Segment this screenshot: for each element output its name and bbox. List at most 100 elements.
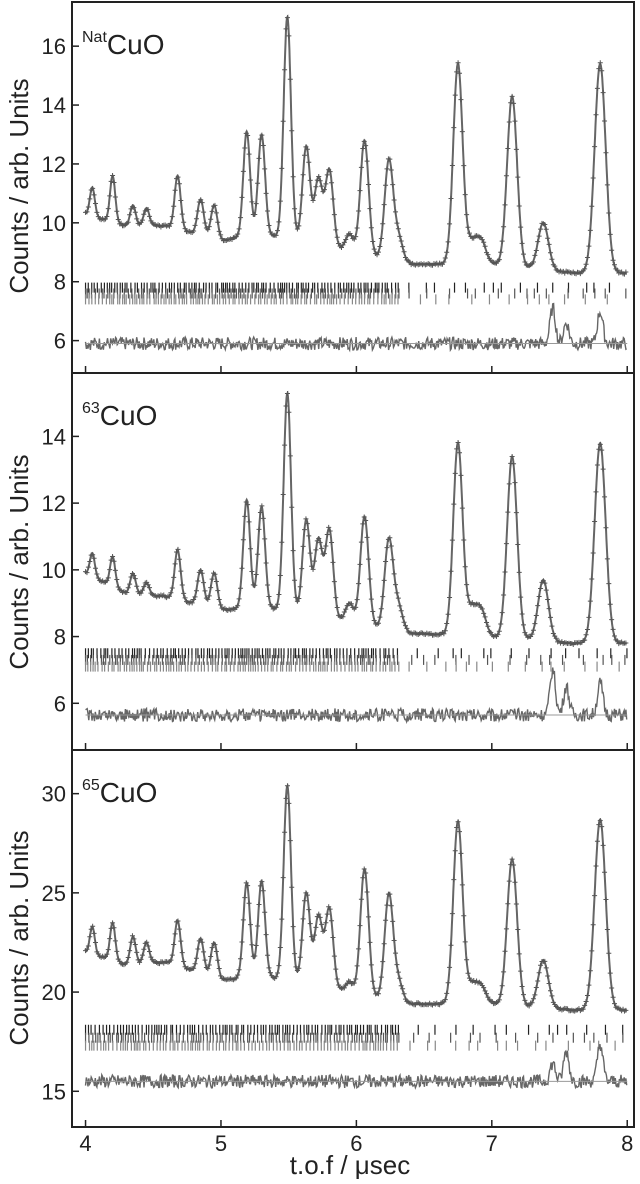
observed-point <box>548 988 554 994</box>
observed-point <box>238 585 244 591</box>
observed-point <box>182 595 188 601</box>
observed-point <box>306 533 312 539</box>
observed-point <box>526 1003 532 1009</box>
observed-point <box>256 155 262 161</box>
observed-point <box>92 565 98 571</box>
observed-point <box>236 226 242 232</box>
panel-title-63: 63CuO <box>82 400 157 431</box>
observed-point <box>445 980 451 986</box>
difference-curve-65 <box>84 1043 628 1090</box>
observed-point <box>380 221 386 227</box>
y-tick-label-65-20: 20 <box>42 980 66 1005</box>
observed-point <box>172 187 178 193</box>
observed-point <box>397 233 403 239</box>
observed-point <box>519 984 525 990</box>
observed-point <box>536 970 542 976</box>
observed-point <box>192 222 198 228</box>
observed-point <box>397 603 403 609</box>
observed-point <box>542 222 548 228</box>
observed-point <box>263 560 269 566</box>
x-tick-label-7: 7 <box>486 1131 498 1156</box>
observed-point <box>286 33 292 39</box>
observed-point <box>310 197 316 203</box>
observed-point <box>452 92 458 98</box>
observed-point <box>361 866 367 872</box>
observed-point <box>546 241 552 247</box>
observed-point <box>343 236 349 242</box>
observed-point <box>330 196 336 202</box>
observed-point <box>587 598 593 604</box>
observed-point <box>131 205 137 211</box>
observed-point <box>259 879 265 885</box>
observed-point <box>287 838 293 844</box>
observed-point <box>201 580 207 586</box>
observed-point <box>535 239 541 245</box>
observed-point <box>329 540 335 546</box>
observed-point <box>107 936 113 942</box>
observed-point <box>84 209 90 215</box>
observed-point <box>380 594 386 600</box>
observed-point <box>368 962 374 968</box>
panel-title-formula-65: CuO <box>100 777 158 808</box>
observed-point <box>481 239 487 245</box>
panel-title-formula-nat: CuO <box>107 29 165 60</box>
observed-point <box>215 588 221 594</box>
observed-point <box>262 909 268 915</box>
observed-point <box>249 199 255 205</box>
observed-point <box>319 183 325 189</box>
observed-point <box>610 257 616 263</box>
observed-point <box>213 210 219 216</box>
observed-point <box>518 594 524 600</box>
observed-point <box>584 992 590 998</box>
observed-point <box>175 546 181 552</box>
observed-point <box>366 182 372 188</box>
observed-point <box>441 631 447 637</box>
observed-point <box>512 118 518 124</box>
observed-point <box>260 142 266 148</box>
observed-point <box>442 997 448 1003</box>
observed-point <box>374 252 380 258</box>
observed-point <box>307 921 313 927</box>
observed-point <box>343 606 349 612</box>
observed-point <box>548 250 554 256</box>
observed-point <box>242 513 248 519</box>
observed-point <box>344 981 350 987</box>
observed-point <box>141 584 147 590</box>
observed-point <box>607 231 613 237</box>
observed-point <box>202 220 208 226</box>
observed-point <box>465 592 471 598</box>
observed-point <box>464 957 470 963</box>
observed-point <box>356 208 362 214</box>
observed-point <box>327 169 333 175</box>
observed-point <box>252 582 258 588</box>
observed-point <box>266 593 272 599</box>
observed-point <box>380 959 386 965</box>
observed-point <box>383 182 389 188</box>
observed-point <box>246 151 252 157</box>
observed-point <box>195 578 201 584</box>
observed-point <box>599 447 605 453</box>
observed-point <box>193 216 199 222</box>
observed-point <box>294 226 300 232</box>
observed-point <box>125 954 131 960</box>
observed-point <box>398 608 404 614</box>
observed-point <box>239 565 245 571</box>
observed-point <box>91 192 97 198</box>
observed-point <box>266 965 272 971</box>
observed-point <box>519 240 525 246</box>
observed-point <box>363 518 369 524</box>
observed-point <box>279 165 285 171</box>
observed-point <box>147 949 153 955</box>
observed-point <box>358 164 364 170</box>
observed-point <box>375 991 381 997</box>
observed-point <box>212 942 218 948</box>
observed-point <box>548 614 554 620</box>
observed-point <box>358 539 364 545</box>
observed-point <box>252 953 258 959</box>
observed-point <box>239 194 245 200</box>
observed-point <box>609 985 615 991</box>
observed-point <box>247 546 253 552</box>
observed-point <box>377 614 383 620</box>
observed-point <box>92 939 98 945</box>
observed-point <box>448 195 454 201</box>
